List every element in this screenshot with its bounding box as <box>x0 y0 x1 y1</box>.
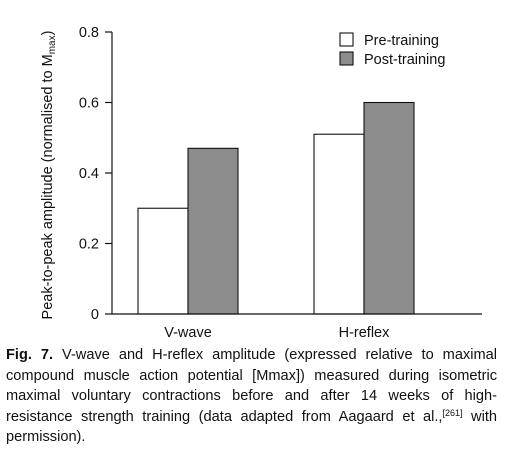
bar-h-reflex-pre-training <box>313 133 365 315</box>
x-axis: V-wave H-reflex <box>112 313 482 341</box>
caption-text-2: with permission). <box>6 408 497 446</box>
y-axis-label-sub: max <box>47 35 58 54</box>
bar-chart: 0 0.2 0.4 0.6 0.8 V-wave H-reflex Pre-trainin… <box>40 25 482 341</box>
y-axis-label-main: Peak-to-peak amplitude (normalised to M <box>40 54 56 319</box>
caption-reference: [261] <box>442 407 463 418</box>
caption-fig-label: Fig. 7. <box>6 347 54 363</box>
bar-v-wave-pre-training <box>137 207 189 315</box>
bars <box>137 101 415 315</box>
y-axis-label-end: ) <box>40 31 56 36</box>
legend-label: Post-training <box>364 52 445 68</box>
legend-swatch <box>339 51 354 66</box>
y-tick-label: 0.8 <box>79 25 99 41</box>
bar-v-wave-post-training <box>187 147 239 315</box>
figure-caption: Fig. 7. V-wave and H-reflex amplitude (e… <box>6 345 497 448</box>
legend-label: Pre-training <box>364 33 439 49</box>
bar-h-reflex-post-training <box>363 101 415 315</box>
y-tick-label: 0.6 <box>79 96 99 112</box>
x-category-label: V-wave <box>164 325 212 341</box>
y-tick-label: 0 <box>91 307 99 323</box>
y-tick-label: 0.2 <box>79 237 99 253</box>
caption-text-1: V-wave and H-reflex amplitude (expressed… <box>6 347 497 425</box>
legend-swatch <box>339 32 354 47</box>
y-axis: 0 0.2 0.4 0.6 0.8 <box>79 25 113 323</box>
x-category-label: H-reflex <box>339 325 391 341</box>
y-axis-label: Peak-to-peak amplitude (normalised to Mm… <box>40 31 58 320</box>
y-tick-label: 0.4 <box>79 166 99 182</box>
legend: Pre-training Post-training <box>339 32 445 68</box>
